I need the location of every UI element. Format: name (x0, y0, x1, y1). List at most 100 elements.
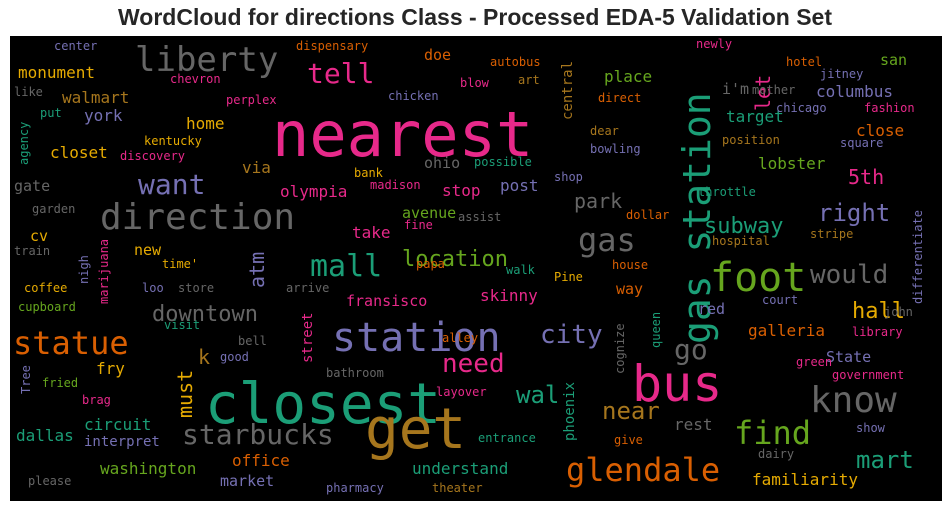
word-bank: bank (354, 166, 384, 180)
word-perplex: perplex (226, 93, 277, 107)
word-queen: queen (649, 312, 663, 348)
word-starbucks: starbucks (182, 418, 334, 451)
word-time: time' (162, 257, 198, 271)
word-closest: closest (205, 372, 441, 437)
word-near: near (602, 397, 660, 425)
word-direction: direction (100, 197, 295, 238)
word-bus: bus (632, 355, 722, 413)
word-government: government (832, 368, 904, 382)
word-doe: doe (424, 46, 451, 64)
word-york: york (84, 106, 123, 125)
word-want: want (138, 168, 205, 201)
word-way: way (616, 280, 643, 298)
word-please: please (28, 474, 71, 488)
word-brag: brag (82, 393, 111, 407)
word-5th: 5th (848, 165, 884, 189)
word-hospital: hospital (712, 234, 770, 248)
word-downtown: downtown (152, 302, 258, 327)
word-alley: alley (442, 331, 478, 345)
word-need: need (442, 349, 505, 379)
word-house: house (612, 258, 648, 272)
word-avenue: avenue (402, 204, 456, 222)
word-nearest: nearest (272, 98, 533, 171)
word-bell: bell (238, 334, 267, 348)
word-wal: wal (516, 381, 559, 409)
word-take: take (352, 223, 391, 242)
word-autobus: autobus (490, 55, 541, 69)
word-cognize: cognize (613, 323, 627, 374)
word-walk: walk (506, 263, 536, 277)
word-bowling: bowling (590, 142, 641, 156)
word-cv: cv (30, 227, 48, 245)
word-good: good (220, 350, 249, 364)
word-tell: tell (307, 57, 374, 90)
word-location: location (402, 247, 508, 272)
word-discovery: discovery (120, 149, 185, 163)
word-stop: stop (442, 181, 481, 200)
word-fine: fine (404, 218, 433, 232)
word-fashion: fashion (864, 101, 915, 115)
word-mall: mall (310, 249, 382, 284)
word-chicken: chicken (388, 89, 439, 103)
word-right: right (818, 199, 890, 227)
word-state: State (826, 348, 871, 366)
word-dairy: dairy (758, 447, 794, 461)
word-arrive: arrive (286, 281, 329, 295)
word-john: john (884, 305, 913, 319)
word-skinny: skinny (480, 286, 538, 305)
word-hall: hall (852, 299, 905, 324)
word-office: office (232, 451, 290, 470)
word-possible: possible (474, 155, 532, 169)
word-pharmacy: pharmacy (326, 481, 384, 495)
word-go: go (674, 333, 708, 366)
word-via: via (242, 158, 271, 177)
word-theater: theater (432, 481, 483, 495)
word-store: store (178, 281, 214, 295)
word-marijuana: marijuana (97, 239, 111, 304)
word-gate: gate (14, 177, 50, 195)
word-square: square (840, 136, 883, 150)
word-mart: mart (856, 446, 914, 474)
word-chicago: chicago (776, 101, 827, 115)
word-galleria: galleria (748, 321, 825, 340)
word-newly: newly (696, 37, 732, 51)
word-fransisco: fransisco (346, 292, 427, 310)
word-interpret: interpret (84, 434, 160, 450)
word-glendale: glendale (566, 451, 720, 489)
word-dallas: dallas (16, 426, 74, 445)
word-mother: mother (752, 83, 795, 97)
word-columbus: columbus (816, 82, 893, 101)
word-coffee: coffee (24, 281, 67, 295)
word-ohio: ohio (424, 154, 460, 172)
word-assist: assist (458, 210, 501, 224)
word-street: street (300, 312, 316, 363)
word-new: new (134, 241, 162, 259)
word-phoenix: phoenix (562, 382, 578, 441)
word-would: would (810, 260, 888, 290)
word-know: know (810, 380, 897, 421)
word-foot: foot (710, 255, 806, 301)
word-shop: shop (554, 170, 583, 184)
word-bathroom: bathroom (326, 366, 384, 380)
word-fried: fried (42, 376, 78, 390)
word-washington: washington (100, 459, 196, 478)
word-garden: garden (32, 202, 75, 216)
word-liberty: liberty (135, 40, 278, 80)
word-gas-station: gas station (675, 92, 719, 344)
word-familiarity: familiarity (752, 470, 858, 489)
word-court: court (762, 293, 798, 307)
word-get: get (365, 397, 466, 462)
word-red: red (698, 300, 725, 318)
word-train: train (14, 244, 50, 258)
word-gas: gas (578, 221, 636, 259)
word-k: k (198, 345, 210, 369)
word-central: central (560, 61, 576, 120)
word-direct: direct (598, 91, 641, 105)
word-visit: visit (164, 318, 200, 332)
word-loo: loo (142, 281, 164, 295)
word-position: position (722, 133, 780, 147)
word-monument: monument (18, 63, 95, 82)
word-home: home (186, 114, 225, 133)
word-dear: dear (590, 124, 619, 138)
